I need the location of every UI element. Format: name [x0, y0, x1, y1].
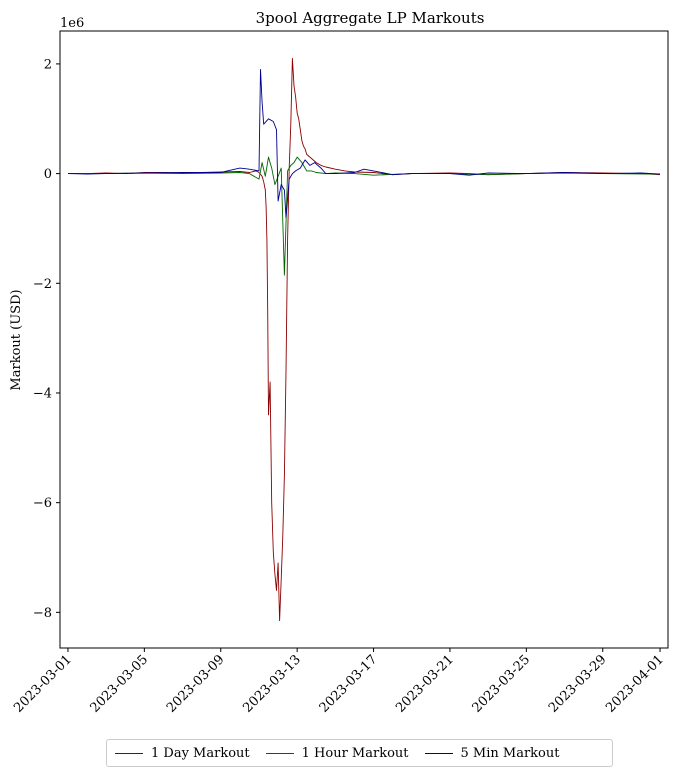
y-tick-label: −2 [33, 277, 52, 292]
legend-swatch-1-hour [265, 752, 294, 754]
legend-item-1-hour: 1 Hour Markout [265, 745, 409, 761]
legend-label-1-day: 1 Day Markout [151, 745, 250, 761]
y-tick-label: −6 [33, 496, 52, 511]
x-tick-label: 2023-03-05 [88, 652, 152, 716]
legend-label-1-hour: 1 Hour Markout [301, 745, 409, 761]
y-tick-label: −4 [33, 386, 52, 401]
x-tick-label: 2023-03-13 [240, 652, 304, 716]
series-line-1-day-markout [68, 57, 661, 622]
x-tick-label: 2023-03-21 [393, 652, 457, 716]
y-tick-label: 2 [44, 57, 52, 72]
legend-swatch-5-min [424, 752, 453, 754]
tick-layer: 2 0 −2 −4 −6 −8 2023-03-01 2023-03-05 2023-03-09… [11, 57, 667, 715]
y-offset-label: 1e6 [60, 16, 84, 31]
x-tick-label: 2023-03-09 [164, 652, 228, 716]
y-tick-label: 0 [44, 167, 52, 182]
plot-frame [59, 30, 669, 649]
x-tick-label: 2023-03-29 [546, 652, 610, 716]
legend-label-5-min: 5 Min Markout [460, 745, 560, 761]
legend-swatch-1-day [115, 752, 143, 754]
series-line-5-min-markout [67, 68, 661, 218]
x-tick-label: 2023-03-01 [11, 652, 75, 716]
chart-title: 3pool Aggregate LP Markouts [256, 9, 485, 27]
series-layer [67, 57, 661, 622]
x-tick-label: 2023-03-25 [470, 652, 534, 716]
x-tick-label: 2023-04-01 [603, 652, 667, 716]
legend: 1 Day Markout 1 Hour Markout 5 Min Marko… [106, 739, 613, 767]
y-axis-label: Markout (USD) [9, 289, 24, 390]
series-line-1-hour-markout [68, 156, 661, 276]
legend-item-1-day: 1 Day Markout [115, 746, 250, 761]
legend-item-5-min: 5 Min Markout [424, 745, 560, 761]
y-tick-label: −8 [33, 606, 52, 621]
x-tick-label: 2023-03-17 [317, 652, 381, 716]
